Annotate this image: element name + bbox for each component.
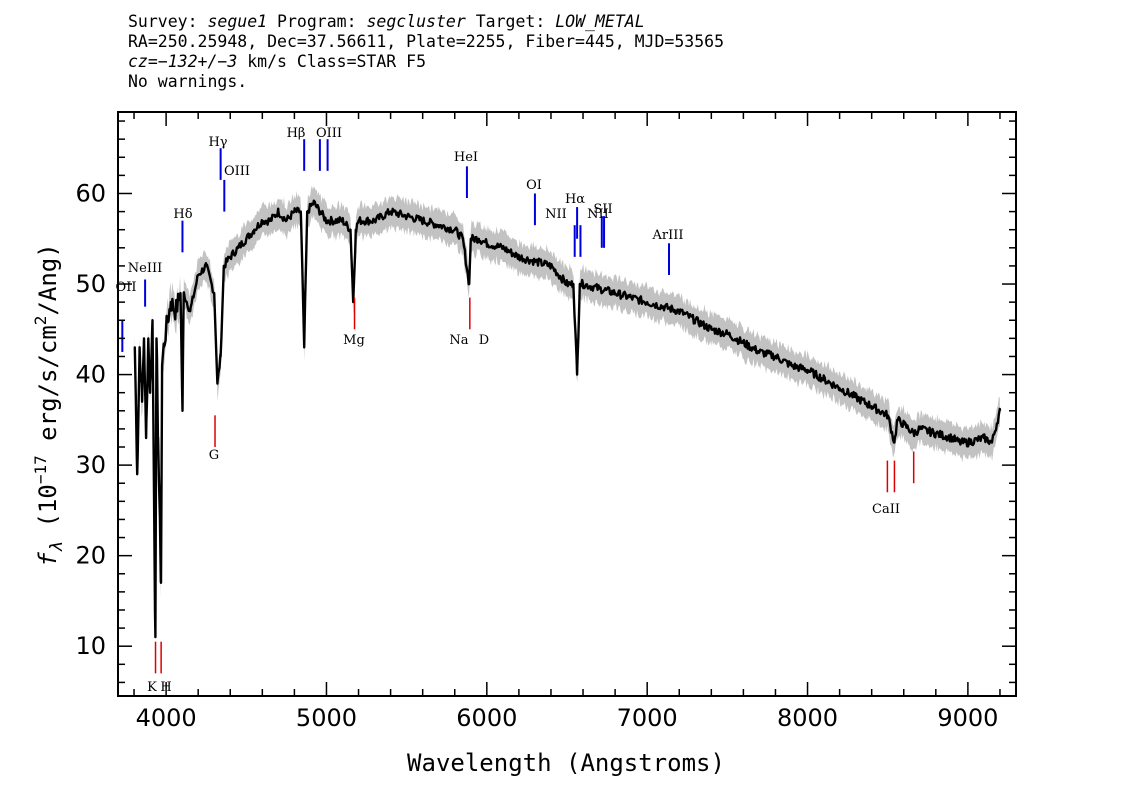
emission-line-label: ArIII — [651, 228, 683, 243]
y-axis-title: fλ (10−17 erg/s/cm2/Ang) — [31, 243, 67, 566]
y-tick-label: 50 — [75, 270, 106, 298]
y-tick-label: 30 — [75, 451, 106, 479]
emission-line-label: Hγ — [208, 135, 227, 150]
absorption-line-label: CaII — [872, 502, 900, 517]
x-tick-label: 4000 — [136, 704, 197, 732]
target-label: Target: — [475, 12, 546, 31]
absorption-line-label: D — [479, 333, 489, 348]
absorption-line-label: G — [209, 448, 219, 463]
y-axis-title-units: erg/s/cm — [34, 325, 62, 455]
y-axis-title-scale: (10 — [34, 484, 62, 542]
spectrum-header: Survey: segue1 Program: segcluster Targe… — [128, 12, 724, 92]
y-axis-title-per-ang: /Ang) — [34, 243, 62, 315]
header-line-warnings: No warnings. — [128, 72, 248, 91]
plot-frame — [117, 111, 1017, 697]
target-value: LOW_METAL — [555, 12, 645, 31]
x-tick-label: 7000 — [617, 704, 678, 732]
x-tick-label: 6000 — [456, 704, 517, 732]
y-axis-title-exponent: −17 — [31, 455, 50, 484]
x-tick-label: 9000 — [937, 704, 998, 732]
y-axis-title-square: 2 — [31, 316, 50, 326]
emission-line-label: NII — [587, 207, 609, 222]
error-band-layer — [134, 185, 1000, 618]
survey-value: segue1 — [207, 12, 268, 31]
emission-line-label: NeIII — [128, 261, 162, 276]
cz-value: −132+/−3 — [157, 52, 238, 71]
emission-line-label: Hα — [565, 192, 585, 207]
header-line-redshift: cz=−132+/−3 km/s Class=STAR F5 — [128, 52, 724, 72]
axes-layer: 4000 5000 6000 7000 8000 9000 10 20 30 40 50 60 — [75, 111, 1017, 732]
emission-line-label: HeI — [454, 150, 478, 165]
emission-line-label: Hδ — [173, 207, 192, 222]
error-band — [134, 185, 1000, 618]
y-axis-title-lambda: λ — [47, 542, 67, 552]
spectrum-line — [133, 199, 1002, 639]
emission-line-label: OI — [526, 178, 542, 193]
y-axis-title-f: f — [34, 552, 62, 567]
emission-line-label: Hβ — [287, 126, 306, 141]
y-tick-label: 20 — [75, 542, 106, 570]
program-value: segcluster — [366, 12, 466, 31]
emission-line-label: OIII — [316, 126, 342, 141]
y-tick-label: 10 — [75, 632, 106, 660]
absorption-line-label: Na — [449, 333, 468, 348]
emission-line-label: NII — [545, 207, 567, 222]
x-tick-label: 8000 — [777, 704, 838, 732]
absorption-line-label: K — [147, 680, 157, 695]
emission-line-label: SII — [593, 202, 612, 217]
x-axis-title: Wavelength (Angstroms) — [407, 749, 725, 777]
emission-line-label: OIII — [224, 164, 250, 179]
absorption-line-label: Mg — [343, 333, 365, 348]
header-line-survey: Survey: segue1 Program: segcluster Targe… — [128, 12, 724, 32]
spectrum-layer — [133, 199, 1002, 639]
survey-label: Survey: — [128, 12, 198, 31]
y-tick-label: 60 — [75, 179, 106, 207]
header-line-coordinates: RA=250.25948, Dec=37.56611, Plate=2255, … — [128, 32, 725, 51]
x-tick-label: 5000 — [296, 704, 357, 732]
program-label: Program: — [277, 12, 357, 31]
y-tick-label: 40 — [75, 361, 106, 389]
cz-label: cz= — [128, 52, 158, 71]
cz-rest: km/s Class=STAR F5 — [237, 52, 427, 71]
